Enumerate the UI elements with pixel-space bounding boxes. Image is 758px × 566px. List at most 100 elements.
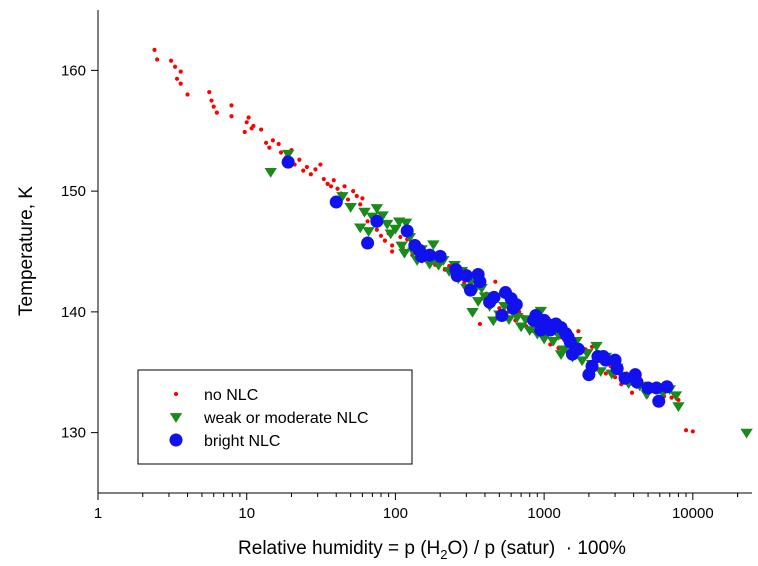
axes [97,10,752,494]
legend-label: weak or moderate NLC [203,410,369,427]
data-point [612,374,618,380]
data-point [676,397,681,403]
legend: no NLC weak or moderate NLC bright NLC [137,369,413,465]
data-point [630,375,644,389]
x-tick-label: 100 [383,505,408,522]
data-point [660,380,674,394]
data-point [650,381,664,395]
data-point [178,81,183,86]
data-point [370,204,384,214]
data-point [354,223,367,234]
data-point [740,428,753,439]
data-point [389,249,395,254]
data-point [229,103,234,108]
data-point [301,168,306,173]
data-point [423,259,436,270]
data-point [450,269,464,283]
data-point [278,150,284,155]
data-point [464,283,478,297]
data-point [351,189,356,194]
data-point [276,141,281,147]
data-point [473,275,487,289]
series-3 [281,155,674,408]
legend-label: bright NLC [204,433,280,450]
legend-box [137,369,413,465]
data-point [325,181,330,186]
data-point [358,207,371,218]
data-point [304,164,310,170]
data-point [514,322,528,333]
data-point [527,313,541,327]
data-point [398,248,411,259]
data-point [281,155,295,169]
data-point [427,240,440,251]
data-point [242,129,247,135]
data-point [384,229,397,240]
data-point [629,390,635,395]
data-point [335,186,340,191]
data-point [342,184,347,189]
data-point [155,57,160,62]
data-point [244,120,249,125]
axis-ticks: 1 10 100 1000 10000 130 140 150 160 [61,62,739,522]
data-point [546,337,560,347]
data-point [398,234,403,240]
legend-marker [173,391,179,397]
data-point [336,192,349,202]
data-point [345,197,351,202]
data-point [308,172,313,177]
data-point [399,218,413,229]
data-point [585,359,599,373]
data-point [264,167,277,178]
data-point [246,115,251,120]
data-point [380,219,394,230]
data-point [263,140,269,145]
data-point [329,195,343,209]
x-tick-label: 10 [238,505,255,522]
data-point [389,224,402,235]
data-point [173,64,178,69]
data-point [270,138,275,143]
data-point [610,362,624,376]
data-point [576,329,581,334]
data-point [331,178,336,183]
data-point [267,145,272,150]
data-point [374,227,379,232]
data-point [669,391,683,402]
data-point [362,227,375,237]
data-point [459,269,473,283]
data-point [214,110,219,115]
data-point [493,279,498,284]
data-point [358,202,363,207]
data-point [378,233,384,238]
data-point [466,308,479,318]
y-axis-title: Temperature, K [16,186,37,316]
data-point [370,214,384,228]
data-point [313,167,318,172]
legend-marker [169,433,183,447]
data-point [618,371,632,385]
data-point [382,238,388,243]
data-point [509,298,523,312]
data-point [281,149,295,160]
data-points [152,47,753,439]
data-point [672,402,685,412]
data-point [690,429,695,434]
data-point [229,114,234,119]
data-point [432,260,445,271]
data-point [498,301,511,312]
data-point [152,47,157,52]
data-point [423,248,437,262]
data-point [652,394,666,408]
data-point [669,395,674,400]
data-point [207,90,212,95]
data-point [328,184,334,189]
y-tick-label: 160 [61,62,86,79]
data-point [376,211,389,222]
data-point [365,219,370,224]
data-point [211,104,216,109]
data-point [575,356,589,367]
data-point [590,341,603,352]
